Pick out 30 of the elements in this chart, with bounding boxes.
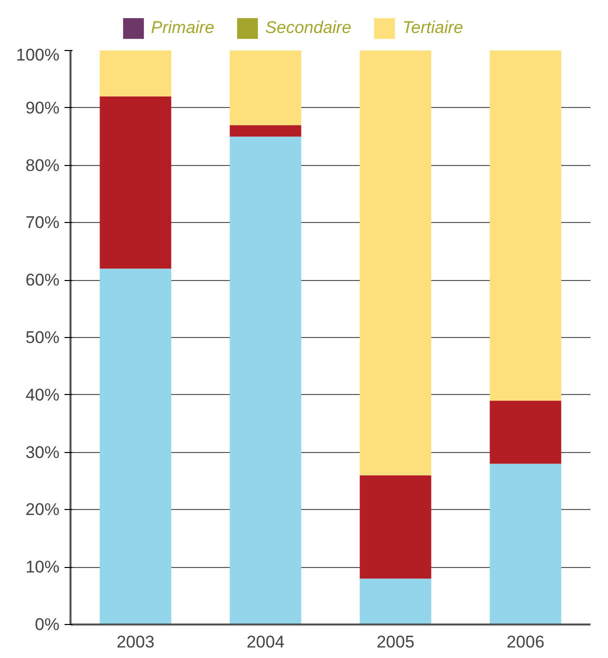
y-tick-label: 100%	[16, 46, 60, 64]
y-tick-label: 50%	[25, 328, 60, 347]
x-tick-label: 2005	[376, 632, 414, 652]
bar	[490, 400, 562, 464]
bar	[490, 50, 562, 401]
y-tick-label: 30%	[25, 442, 60, 462]
legend-label: Primaire	[151, 18, 214, 38]
y-tick-label: 90%	[25, 98, 60, 118]
bar	[100, 50, 172, 96]
y-tick-label: 70%	[25, 213, 60, 232]
x-tick-label: 2006	[506, 632, 544, 652]
bar	[230, 125, 302, 137]
y-tick-label: 0%	[34, 615, 60, 634]
bar	[360, 578, 432, 624]
y-tick-label: 80%	[25, 156, 60, 175]
bar	[230, 50, 302, 126]
bar	[100, 96, 172, 269]
legend-label: Tertiaire	[402, 18, 464, 38]
legend-label: Secondaire	[265, 18, 352, 38]
bar	[360, 475, 432, 579]
bar	[490, 464, 562, 624]
x-tick-label: 2004	[246, 632, 284, 652]
y-tick-label: 20%	[25, 500, 60, 520]
y-tick-label: 40%	[25, 385, 60, 404]
bar	[360, 50, 432, 476]
y-tick-label: 60%	[25, 270, 60, 290]
bar	[230, 136, 302, 624]
x-tick-label: 2003	[116, 632, 154, 652]
bar	[100, 268, 172, 624]
y-tick-label: 10%	[25, 558, 60, 577]
